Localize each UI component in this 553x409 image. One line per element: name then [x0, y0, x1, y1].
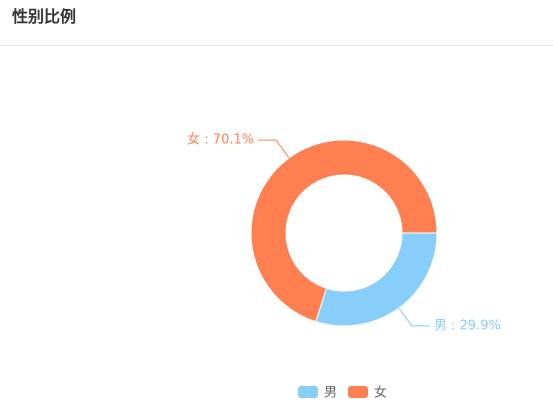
label-line: [398, 307, 430, 327]
legend-swatch: [348, 386, 368, 398]
legend-label: 女: [374, 385, 387, 401]
donut-slice: [315, 232, 438, 327]
legend-label: 男: [324, 386, 337, 401]
data-label: 男 : 29.9%: [434, 318, 501, 333]
label-line: [258, 139, 290, 159]
donut-slice: [250, 139, 438, 323]
card-header: [0, 0, 553, 46]
legend-swatch: [298, 386, 318, 398]
card-title: 性别比例: [12, 7, 77, 26]
data-label: 女 : 70.1%: [187, 132, 254, 148]
